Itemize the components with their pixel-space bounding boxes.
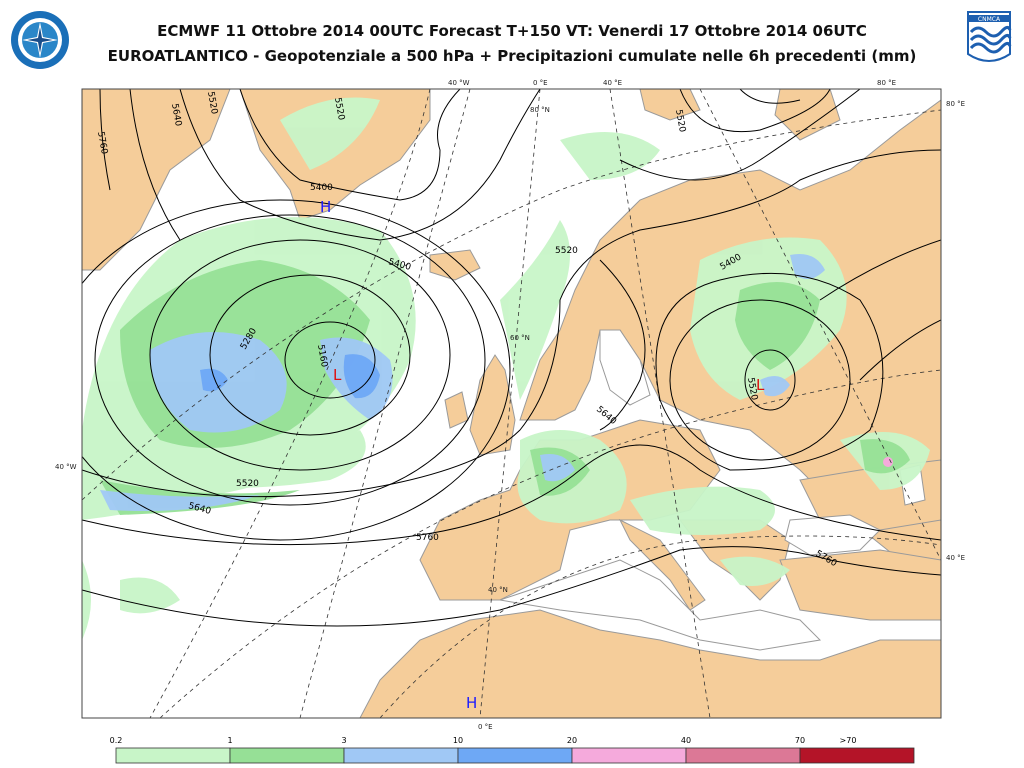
meteorological-service-emblem-icon [11, 11, 69, 69]
low-pressure-symbol: L [756, 376, 765, 394]
contour-label: 5160 [315, 344, 329, 369]
precipitation-extreme [883, 457, 893, 467]
legend-swatch [685, 747, 801, 764]
legend-threshold: 1 [227, 736, 232, 745]
inland-seas [499, 329, 926, 651]
map-frame [81, 88, 942, 719]
longitude-label: 40 °W [55, 463, 77, 471]
contour-label: 5520 [332, 97, 346, 122]
legend-threshold: 40 [681, 736, 691, 745]
north-africa [359, 609, 941, 718]
legend-swatch [457, 747, 573, 764]
baltic-sea [599, 329, 651, 406]
canadian-arctic [82, 89, 231, 271]
legend-threshold: 20 [567, 736, 577, 745]
contour-label: 5760 [95, 131, 109, 156]
latitude-label: 60 °N [510, 334, 530, 342]
contour-label: 5760 [416, 533, 439, 543]
map-subtitle: EUROATLANTICO - Geopotenziale a 500 hPa … [107, 47, 917, 65]
longitude-label: 40 °E [603, 79, 622, 87]
latitude-label: 40 °N [488, 586, 508, 594]
contour-label: 5520 [236, 479, 259, 489]
legend-swatch [799, 747, 915, 764]
black-sea [784, 514, 881, 556]
lat-lon-grid [82, 89, 941, 718]
pressure-centers: H L L H [320, 198, 765, 712]
high-pressure-symbol: H [320, 198, 331, 216]
precipitation-intense [200, 354, 380, 399]
contour-label: 5640 [169, 103, 183, 128]
legend-swatch [115, 747, 231, 764]
low-pressure-symbol: L [333, 366, 342, 384]
cnmca-logo-icon: CNMCA [967, 11, 1012, 62]
legend-swatch [229, 747, 345, 764]
svalbard [639, 89, 701, 121]
longitude-label: 0 °E [533, 79, 548, 87]
contour-label: 5520 [745, 377, 759, 402]
longitude-label: 0 °E [478, 723, 493, 731]
high-pressure-symbol: H [466, 694, 477, 712]
latitude-label: 80 °N [530, 106, 550, 114]
map-title: ECMWF 11 Ottobre 2014 00UTC Forecast T+1… [157, 22, 867, 40]
legend-swatch [571, 747, 687, 764]
contour-label: 5520 [555, 246, 578, 256]
longitude-label: 40 °E [946, 554, 965, 562]
logo-text: CNMCA [978, 16, 1001, 23]
turkey [779, 549, 941, 621]
legend-threshold: 70 [795, 736, 805, 745]
outer-grid-labels: 40 °W 0 °E 40 °E 80 °E 80 °E 40 °E 40 °W… [55, 79, 965, 731]
legend-threshold: >70 [840, 736, 857, 745]
geopotential-contours [82, 89, 941, 627]
iceland [429, 249, 481, 281]
precipitation-legend: 0.2 1 3 10 20 40 70 >70 [110, 736, 915, 764]
longitude-label: 80 °E [877, 79, 896, 87]
contour-label: 5400 [310, 183, 333, 193]
mediterranean [499, 559, 822, 651]
longitude-label: 80 °E [946, 100, 965, 108]
legend-swatch [343, 747, 459, 764]
contour-label: 5520 [205, 91, 219, 116]
longitude-label: 40 °W [448, 79, 470, 87]
legend-threshold: 10 [453, 736, 463, 745]
inner-grid-labels: 80 °N 60 °N 40 °N [488, 106, 550, 594]
contour-label: 5520 [673, 109, 687, 134]
legend-threshold: 0.2 [110, 736, 123, 745]
legend-threshold: 3 [341, 736, 346, 745]
